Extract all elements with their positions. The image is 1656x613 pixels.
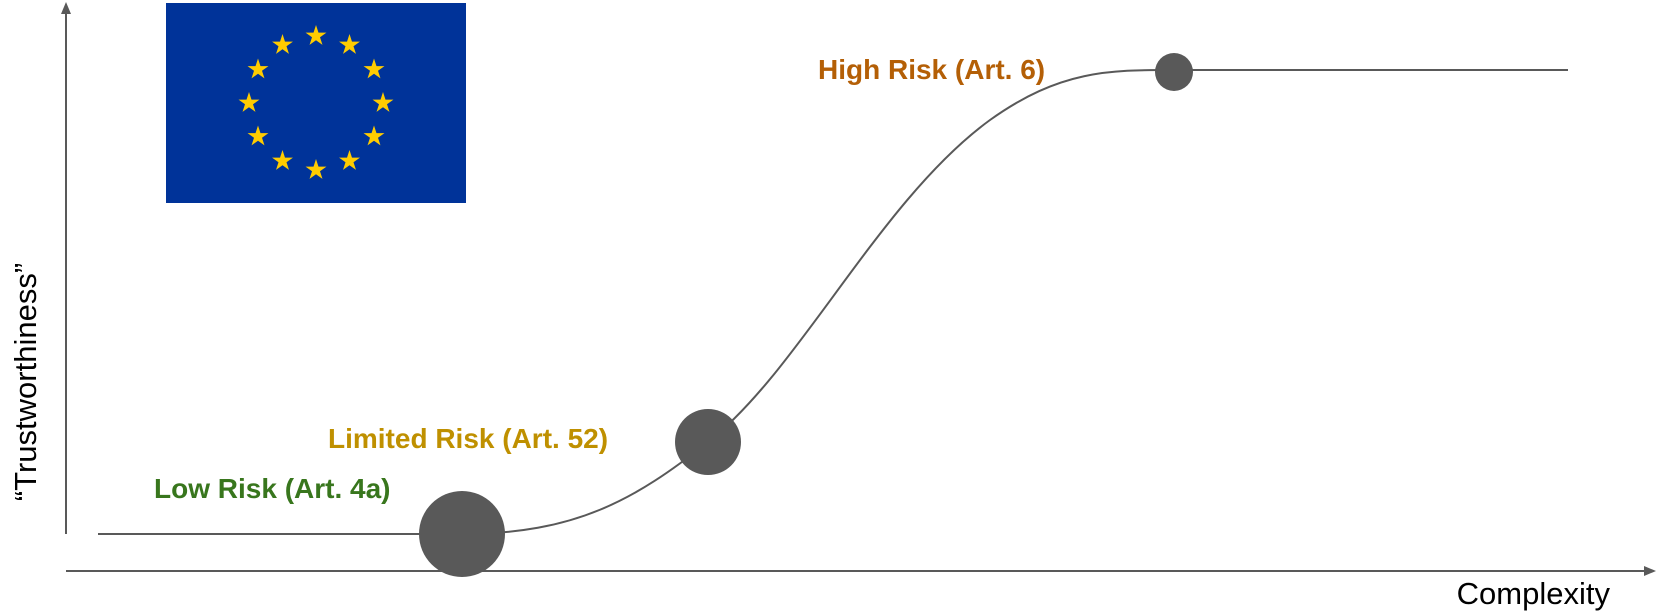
high-risk-dot — [1155, 53, 1193, 91]
trust-curve — [98, 69, 1568, 535]
limited-risk-dot — [675, 409, 741, 475]
low-risk-dot — [419, 491, 505, 577]
eu-flag-icon — [166, 3, 466, 203]
y-axis-arrow-icon — [61, 2, 71, 14]
low-risk-label: Low Risk (Art. 4a) — [154, 473, 390, 504]
x-axis-label: Complexity — [1457, 576, 1611, 611]
x-axis — [66, 566, 1656, 576]
limited-risk-label: Limited Risk (Art. 52) — [328, 423, 608, 454]
x-axis-arrow-icon — [1644, 566, 1656, 576]
y-axis-label: “Trustworthiness” — [8, 263, 43, 501]
y-axis — [61, 2, 71, 534]
high-risk-label: High Risk (Art. 6) — [818, 54, 1045, 85]
